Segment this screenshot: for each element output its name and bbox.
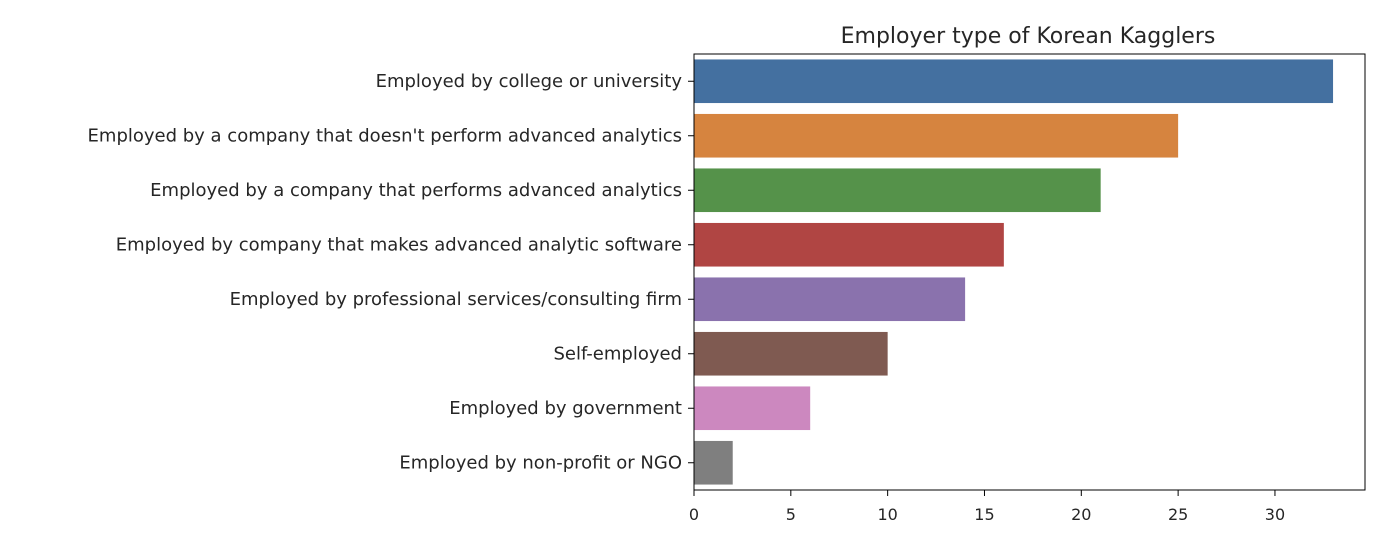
x-tick-label: 10	[877, 505, 897, 524]
y-tick-label: Employed by a company that performs adva…	[150, 180, 682, 201]
y-tick-label: Employed by non-profit or NGO	[399, 452, 682, 473]
y-axis-ticks: Employed by college or university Employe…	[88, 71, 694, 473]
bar	[694, 277, 966, 322]
bar	[694, 222, 1004, 267]
bar	[694, 331, 888, 376]
chart-title: Employer type of Korean Kagglers	[841, 24, 1216, 49]
y-tick-label: Employed by a company that doesn't perfo…	[88, 125, 682, 146]
x-tick-label: 20	[1071, 505, 1091, 524]
y-tick-label: Employed by government	[449, 398, 682, 419]
x-axis-ticks: 0 5 10 15 20 25 30	[689, 490, 1285, 524]
bar	[694, 113, 1179, 158]
x-tick-label: 25	[1168, 505, 1188, 524]
y-tick-label: Employed by college or university	[376, 71, 683, 92]
x-tick-label: 5	[786, 505, 796, 524]
y-tick-label: Employed by professional services/consul…	[230, 289, 682, 310]
axes-frame	[693, 53, 1366, 491]
x-tick-label: 15	[974, 505, 994, 524]
x-tick-label: 0	[689, 505, 699, 524]
bars-layer	[694, 59, 1334, 485]
x-tick-label: 30	[1265, 505, 1285, 524]
bar	[694, 59, 1334, 104]
bar	[694, 386, 811, 431]
bar	[694, 168, 1101, 213]
bar	[694, 440, 733, 485]
y-tick-label: Employed by company that makes advanced …	[116, 234, 682, 255]
y-tick-label: Self-employed	[553, 343, 682, 364]
